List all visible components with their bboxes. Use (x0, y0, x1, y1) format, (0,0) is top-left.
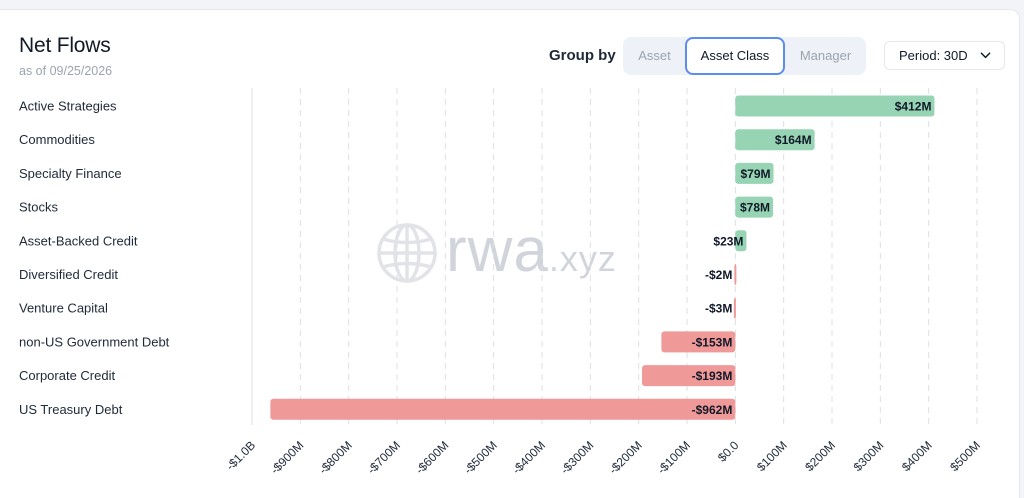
x-tick-label: -$200M (606, 438, 645, 477)
group-by-asset-class-button[interactable]: Asset Class (685, 37, 785, 75)
x-tick-label: -$900M (268, 438, 307, 477)
bar (733, 297, 736, 319)
watermark-suffix: .xyz (548, 238, 617, 279)
x-tick-label: -$600M (413, 438, 452, 477)
x-tick-label: $200M (802, 438, 838, 474)
bar (735, 196, 774, 218)
x-tick-label: $100M (754, 438, 790, 474)
watermark-word: rwa (446, 216, 549, 285)
chevron-down-icon (980, 52, 991, 59)
bar-value-label: $23M (713, 234, 743, 248)
bar (735, 95, 935, 117)
bar-value-label: $164M (775, 133, 812, 147)
bar (661, 331, 736, 353)
bar-value-label: -$962M (692, 403, 733, 417)
category-label: US Treasury Debt (19, 402, 123, 417)
bar-value-label: -$153M (692, 335, 733, 349)
bar (642, 365, 736, 387)
category-label: Stocks (19, 200, 59, 215)
period-dropdown[interactable]: Period: 30D (884, 41, 1005, 70)
period-dropdown-label: Period: 30D (899, 48, 968, 63)
category-label: Diversified Credit (19, 267, 118, 282)
group-by-manager-button[interactable]: Manager (799, 48, 852, 63)
category-label: Asset-Backed Credit (19, 233, 138, 248)
group-by-toggle: Asset Asset Class Manager (623, 37, 866, 75)
category-label: non-US Government Debt (19, 334, 170, 349)
bar-value-label: $79M (740, 167, 770, 181)
x-tick-label: -$100M (654, 438, 693, 477)
x-tick-label: -$500M (461, 438, 500, 477)
x-tick-label: $300M (851, 438, 887, 474)
bar-value-label: -$2M (705, 268, 732, 282)
category-label: Active Strategies (19, 99, 117, 114)
category-label: Venture Capital (19, 301, 108, 316)
x-tick-label: -$300M (558, 438, 597, 477)
x-tick-label: $0.0 (715, 438, 742, 465)
x-tick-label: -$1.0B (223, 438, 258, 473)
as-of-date: as of 09/25/2026 (19, 64, 113, 78)
x-tick-label: -$800M (316, 438, 355, 477)
bar (270, 398, 736, 420)
x-tick-label: -$400M (509, 438, 548, 477)
bar-value-label: $412M (895, 100, 932, 114)
bar (734, 264, 737, 285)
category-label: Corporate Credit (19, 368, 115, 383)
page-title: Net Flows (19, 34, 111, 57)
bar (735, 230, 747, 252)
category-label: Commodities (19, 132, 95, 147)
bar (735, 129, 815, 151)
x-tick-label: $500M (947, 438, 983, 474)
x-tick-label: -$700M (364, 438, 403, 477)
group-by-asset-button[interactable]: Asset (638, 48, 671, 63)
bar-value-label: $78M (740, 201, 770, 215)
globe-logo-icon (377, 223, 437, 283)
x-tick-label: $400M (899, 438, 935, 474)
category-label: Specialty Finance (19, 166, 122, 181)
bar-value-label: -$3M (705, 302, 732, 316)
group-by-label: Group by (549, 47, 616, 64)
bar (735, 162, 774, 184)
watermark-logo: rwa.xyz (446, 215, 617, 286)
bar-value-label: -$193M (692, 369, 733, 383)
